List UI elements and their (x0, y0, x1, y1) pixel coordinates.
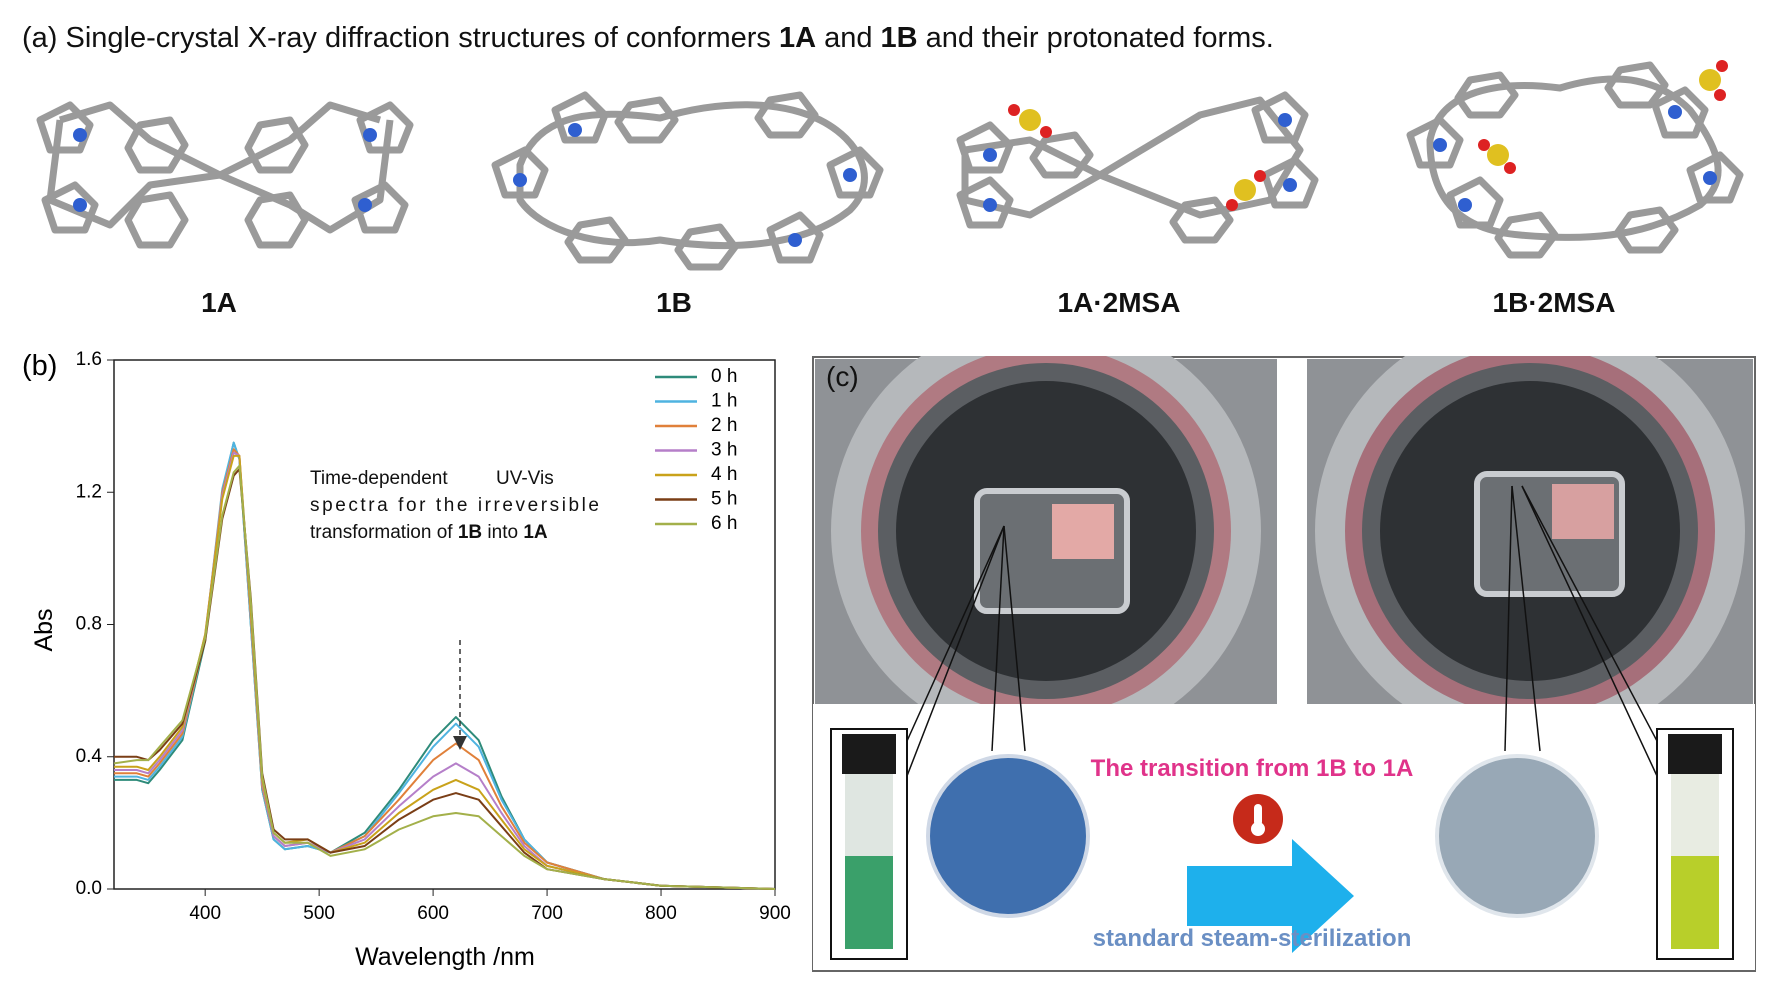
structure-1a (36, 101, 414, 249)
annotation-text: UV-Vis (496, 468, 554, 489)
structure-1a-2msa (956, 91, 1319, 244)
annotation-text: into (482, 522, 523, 543)
process-text: standard steam-sterilization (1093, 925, 1412, 952)
series-line (114, 454, 776, 890)
structure-label: 1B (656, 287, 692, 318)
y-tick-label: 0.4 (76, 746, 103, 767)
annotation-line: transformation of 1B into 1A (310, 522, 548, 543)
x-tick-label: 700 (531, 903, 563, 924)
legend-label: 3 h (711, 440, 737, 461)
structure-1b (491, 91, 884, 271)
legend-label: 6 h (711, 513, 737, 534)
annotation-text: spectra for the irreversible (310, 495, 599, 516)
annotation-bold: 1A (523, 522, 548, 543)
x-tick-label: 500 (303, 903, 335, 924)
panel-label: (c) (826, 361, 859, 392)
y-tick-label: 1.2 (76, 481, 102, 502)
x-tick-label: 400 (189, 903, 221, 924)
caption-bold: 1B (880, 22, 918, 54)
x-tick-label: 800 (645, 903, 677, 924)
msa-1a (1008, 104, 1266, 211)
legend-label: 4 h (711, 464, 737, 485)
annotation-bold: 1B (458, 522, 482, 543)
annotation-line: Time-dependent UV-Vis (310, 468, 554, 489)
panel-label: (b) (22, 350, 57, 382)
legend-label: 2 h (711, 415, 737, 436)
photo-after (1307, 356, 1753, 746)
x-axis-label: Wavelength /nm (355, 943, 535, 971)
x-tick-label: 600 (417, 903, 449, 924)
trend-arrow-head (453, 736, 467, 750)
transition-text: The transition from 1B to 1A (1091, 755, 1414, 782)
caption: (a) Single-crystal X-ray diffraction str… (22, 22, 1274, 55)
photo-before (815, 356, 1277, 746)
legend-label: 1 h (711, 391, 737, 412)
vial-before (830, 728, 908, 960)
y-tick-label: 0.0 (76, 878, 102, 899)
dish-after (1435, 754, 1599, 918)
annotation-text: transformation of (310, 522, 458, 543)
annotation-line: spectra for the irreversible (310, 495, 599, 516)
legend-label: 0 h (711, 366, 737, 387)
vial-after (1656, 728, 1734, 960)
annotation-text: Time-dependent (310, 468, 448, 489)
structure-label: 1B·2MSA (1493, 287, 1616, 318)
plot-frame (113, 359, 776, 890)
series-line (114, 451, 776, 890)
caption-text: Single-crystal X-ray diffraction structu… (57, 22, 779, 54)
structure-label: 1A·2MSA (1058, 287, 1181, 318)
caption-text: and (816, 22, 881, 54)
series-line (113, 464, 776, 890)
caption-text: and their protonated forms. (917, 22, 1274, 54)
dish-before (926, 754, 1090, 918)
structure-label: 1A (201, 287, 237, 318)
structures: 1A 1B 1A·2MSA 1B·2MSA (36, 60, 1744, 318)
legend-label: 5 h (711, 489, 737, 510)
y-tick-label: 1.6 (76, 349, 102, 370)
arrow (1187, 839, 1354, 953)
chart: (b) Wavelength /nm Abs Time-dependent UV-… (22, 349, 791, 971)
thermometer-icon (1233, 794, 1283, 844)
y-axis-label: Abs (30, 608, 58, 651)
photo-panel: The transition from 1B to 1A standard st… (812, 356, 1756, 972)
x-tick-label: 900 (759, 903, 791, 924)
caption-bold: 1A (778, 22, 817, 54)
structure-1b-2msa (1406, 61, 1744, 259)
y-tick-label: 0.8 (76, 614, 102, 635)
annotation: Time-dependent UV-Vis spectra for the irr… (310, 468, 599, 543)
caption-text: (a) (22, 22, 58, 54)
